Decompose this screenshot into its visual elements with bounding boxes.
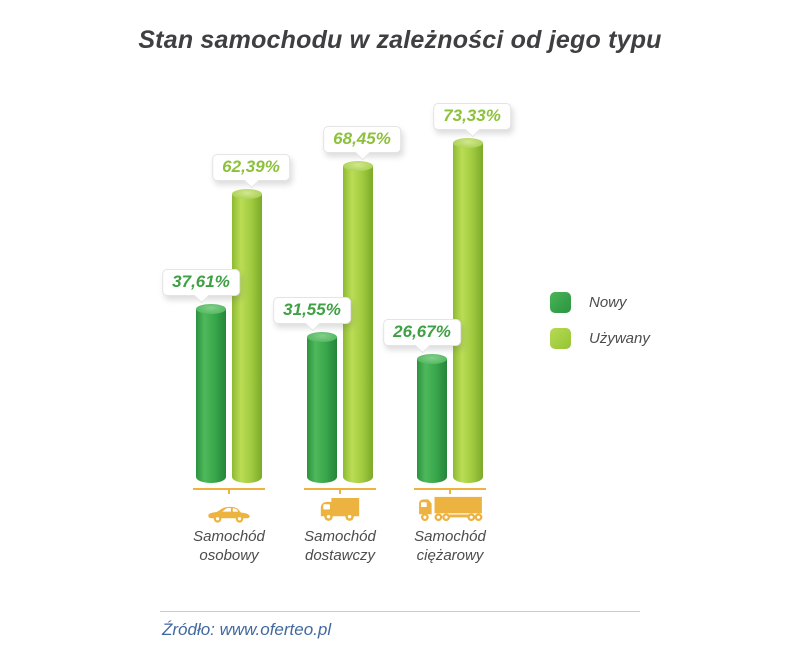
bar-nowy-osobowy: 37,61% (162, 269, 240, 483)
car-icon (208, 506, 250, 523)
value-bubble-nowy-ciezarowy: 26,67% (383, 319, 461, 346)
value-label: 26,67% (393, 322, 451, 341)
legend-item-nowy: Nowy (550, 292, 650, 313)
source-text: Źródło: www.oferteo.pl (162, 620, 332, 639)
value-bubble-uzywany-ciezarowy: 73,33% (433, 103, 511, 130)
van-icon (320, 498, 360, 521)
bar-uzywany-ciezarowy: 73,33% (433, 103, 511, 483)
category-line1: Samochód (193, 528, 265, 545)
value-label: 31,55% (283, 300, 341, 319)
legend: Nowy Używany (550, 292, 650, 364)
value-label: 68,45% (333, 129, 391, 148)
legend-swatch-uzywany (550, 328, 571, 349)
value-bubble-nowy-osobowy: 37,61% (162, 269, 240, 296)
category-line2: osobowy (199, 547, 259, 564)
category-line2: ciężarowy (416, 547, 484, 564)
bar-uzywany-dostawczy: 68,45% (323, 126, 401, 483)
value-bubble-uzywany-dostawczy: 68,45% (323, 126, 401, 153)
category-line1: Samochód (414, 528, 486, 545)
group-bracket (414, 488, 486, 495)
value-bubble-uzywany-osobowy: 62,39% (212, 154, 290, 181)
legend-label: Używany (589, 330, 650, 347)
group-bracket (304, 488, 376, 495)
bar-uzywany-osobowy: 62,39% (212, 154, 290, 483)
bar-nowy-ciezarowy: 26,67% (383, 319, 461, 483)
value-label: 62,39% (222, 157, 280, 176)
value-label: 37,61% (172, 272, 230, 291)
category-line2: dostawczy (304, 547, 376, 564)
value-label: 73,33% (443, 106, 501, 125)
category-line1: Samochód (304, 528, 376, 545)
value-bubble-nowy-dostawczy: 31,55% (273, 297, 351, 324)
category-label-dostawczy: Samochód dostawczy (270, 527, 410, 565)
truck-icon (419, 496, 483, 522)
legend-swatch-nowy (550, 292, 571, 313)
category-label-osobowy: Samochód osobowy (159, 527, 299, 565)
legend-item-uzywany: Używany (550, 328, 650, 349)
category-label-ciezarowy: Samochód ciężarowy (380, 527, 520, 565)
bar-nowy-dostawczy: 31,55% (273, 297, 351, 483)
source-divider (160, 611, 640, 612)
legend-label: Nowy (589, 294, 627, 311)
group-bracket (193, 488, 265, 495)
chart-title: Stan samochodu w zależności od jego typu (138, 26, 662, 54)
